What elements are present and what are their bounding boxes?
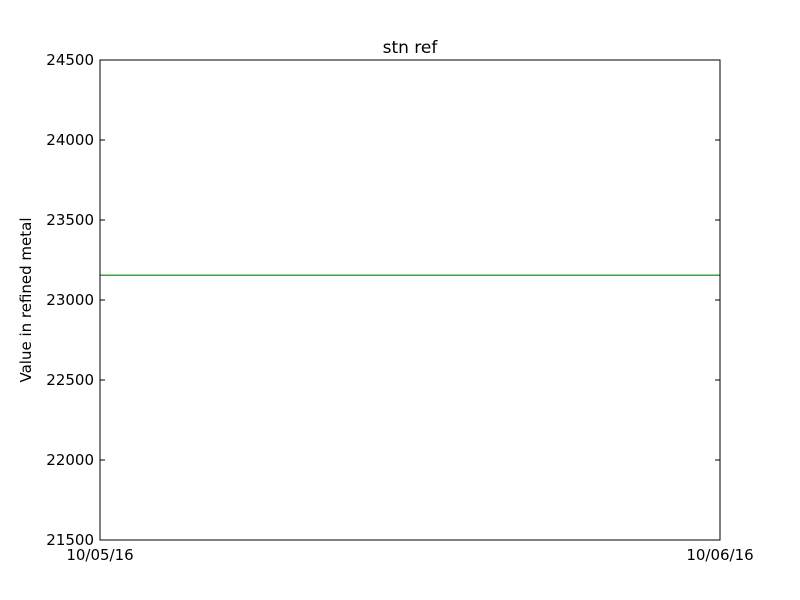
y-tick-label: 21500 xyxy=(46,531,94,549)
chart-title: stn ref xyxy=(383,38,439,58)
y-tick-label: 22000 xyxy=(46,451,94,469)
plot-area: 21500 22000 22500 23000 23500 24000 24500 10/05… xyxy=(46,51,753,564)
y-axis-label: Value in refined metal xyxy=(17,217,35,382)
x-tick-label: 10/06/16 xyxy=(686,546,753,564)
y-tick-label: 23000 xyxy=(46,291,94,309)
y-tick-label: 23500 xyxy=(46,211,94,229)
y-tick-label: 24000 xyxy=(46,131,94,149)
y-tick-label: 24500 xyxy=(46,51,94,69)
x-tick-label: 10/05/16 xyxy=(66,546,133,564)
y-tick-label: 22500 xyxy=(46,371,94,389)
plot-frame xyxy=(99,59,721,541)
